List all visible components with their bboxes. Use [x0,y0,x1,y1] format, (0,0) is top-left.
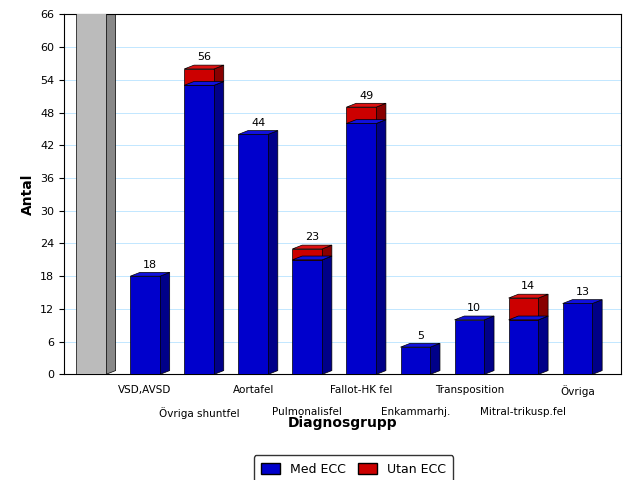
Polygon shape [292,260,322,374]
Polygon shape [268,131,278,374]
Polygon shape [184,82,224,85]
Polygon shape [214,65,224,85]
X-axis label: Diagnosgrupp: Diagnosgrupp [287,416,397,430]
Polygon shape [130,273,170,276]
Polygon shape [214,82,224,374]
Polygon shape [322,245,332,260]
Polygon shape [238,134,268,374]
Polygon shape [593,300,602,374]
Polygon shape [184,85,214,374]
Text: 14: 14 [522,281,536,291]
Polygon shape [292,256,332,260]
Text: 18: 18 [143,260,157,270]
Polygon shape [346,107,376,123]
Text: Transposition: Transposition [435,385,504,395]
Polygon shape [454,320,484,374]
Polygon shape [401,343,440,347]
Polygon shape [292,249,322,260]
Text: 13: 13 [575,287,589,297]
Text: Fallot-HK fel: Fallot-HK fel [330,385,392,395]
Polygon shape [563,300,602,303]
Polygon shape [346,120,386,123]
Text: Aortafel: Aortafel [232,385,274,395]
Polygon shape [509,320,538,374]
Polygon shape [509,294,548,298]
Polygon shape [76,0,106,374]
Text: Övriga: Övriga [560,385,595,397]
Text: VSD,AVSD: VSD,AVSD [118,385,172,395]
Text: 49: 49 [359,91,373,101]
Text: 23: 23 [305,232,319,242]
Polygon shape [322,256,332,374]
Polygon shape [292,245,332,249]
Polygon shape [346,123,376,374]
Polygon shape [184,69,214,85]
Text: Enkammarhj.: Enkammarhj. [381,407,450,417]
Polygon shape [484,316,494,374]
Polygon shape [509,298,538,320]
Polygon shape [376,103,386,123]
Y-axis label: Antal: Antal [20,174,35,215]
Text: 10: 10 [467,303,481,313]
Text: Mitral-trikusp.fel: Mitral-trikusp.fel [481,407,566,417]
Polygon shape [454,316,494,320]
Polygon shape [106,0,116,374]
Text: 56: 56 [197,52,211,62]
Polygon shape [538,294,548,320]
Polygon shape [376,120,386,374]
Polygon shape [238,131,278,134]
Polygon shape [538,316,548,374]
Legend: Med ECC, Utan ECC: Med ECC, Utan ECC [253,456,454,480]
Polygon shape [160,273,170,374]
Polygon shape [401,347,430,374]
Text: Övriga shuntfel: Övriga shuntfel [159,407,239,419]
Text: Pulmonalisfel: Pulmonalisfel [273,407,342,417]
Polygon shape [184,65,224,69]
Polygon shape [430,343,440,374]
Polygon shape [130,276,160,374]
Polygon shape [346,103,386,107]
Polygon shape [563,303,593,374]
Text: 44: 44 [251,118,265,128]
Text: 5: 5 [417,331,424,341]
Polygon shape [509,316,548,320]
